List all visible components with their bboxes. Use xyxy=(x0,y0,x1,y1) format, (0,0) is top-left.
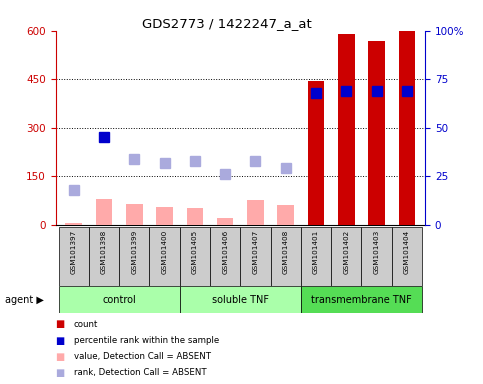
Bar xyxy=(89,227,119,286)
Bar xyxy=(126,204,142,225)
Text: GSM101408: GSM101408 xyxy=(283,230,289,274)
Text: count: count xyxy=(74,320,98,329)
Text: GSM101403: GSM101403 xyxy=(373,230,380,274)
Text: GSM101406: GSM101406 xyxy=(222,230,228,274)
Text: GSM101397: GSM101397 xyxy=(71,230,77,274)
Bar xyxy=(361,227,392,286)
Text: ■: ■ xyxy=(56,319,65,329)
Bar xyxy=(277,205,294,225)
Text: transmembrane TNF: transmembrane TNF xyxy=(311,295,412,305)
Text: GSM101405: GSM101405 xyxy=(192,230,198,274)
Bar xyxy=(119,227,149,286)
Text: GSM101401: GSM101401 xyxy=(313,230,319,274)
Bar xyxy=(65,223,82,225)
Text: percentile rank within the sample: percentile rank within the sample xyxy=(74,336,219,345)
Bar xyxy=(392,227,422,286)
Text: GSM101400: GSM101400 xyxy=(162,230,168,274)
Text: ■: ■ xyxy=(56,352,65,362)
Bar xyxy=(301,227,331,286)
Text: GDS2773 / 1422247_a_at: GDS2773 / 1422247_a_at xyxy=(142,17,312,30)
Bar xyxy=(58,286,180,313)
Bar xyxy=(180,227,210,286)
Bar xyxy=(301,286,422,313)
Text: GSM101407: GSM101407 xyxy=(253,230,258,274)
Bar xyxy=(96,199,113,225)
Bar xyxy=(156,207,173,225)
Text: ■: ■ xyxy=(56,336,65,346)
Bar xyxy=(180,286,301,313)
Bar xyxy=(210,227,241,286)
Text: value, Detection Call = ABSENT: value, Detection Call = ABSENT xyxy=(74,352,211,361)
Text: ■: ■ xyxy=(56,368,65,378)
Bar xyxy=(398,31,415,225)
Bar xyxy=(58,227,89,286)
Text: rank, Detection Call = ABSENT: rank, Detection Call = ABSENT xyxy=(74,368,207,377)
Text: agent ▶: agent ▶ xyxy=(5,295,43,305)
Bar xyxy=(247,200,264,225)
Bar xyxy=(270,227,301,286)
Text: GSM101402: GSM101402 xyxy=(343,230,349,274)
Bar xyxy=(331,227,361,286)
Bar xyxy=(186,209,203,225)
Bar xyxy=(241,227,270,286)
Text: soluble TNF: soluble TNF xyxy=(212,295,269,305)
Text: GSM101404: GSM101404 xyxy=(404,230,410,274)
Bar xyxy=(338,34,355,225)
Text: control: control xyxy=(102,295,136,305)
Bar xyxy=(368,41,385,225)
Text: GSM101399: GSM101399 xyxy=(131,230,137,274)
Text: GSM101398: GSM101398 xyxy=(101,230,107,274)
Bar xyxy=(308,81,325,225)
Bar xyxy=(149,227,180,286)
Bar xyxy=(217,218,233,225)
